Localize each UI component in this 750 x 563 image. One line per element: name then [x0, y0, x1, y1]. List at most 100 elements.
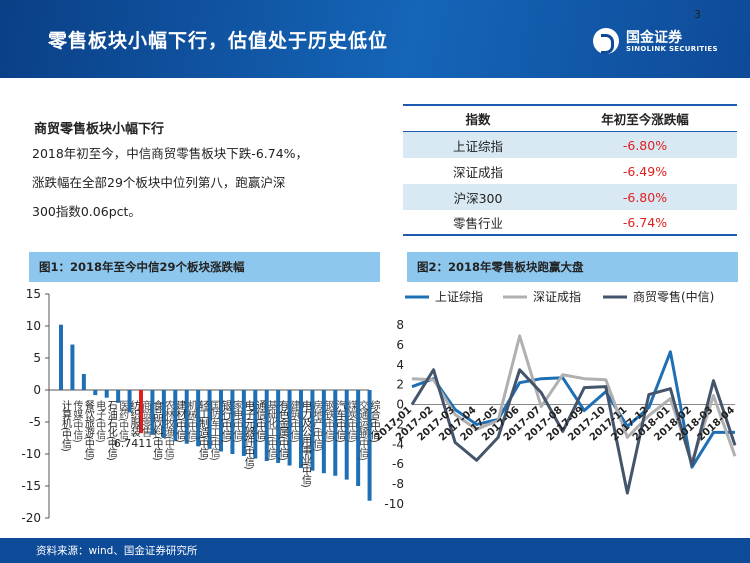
y-tick-label: -2 [392, 417, 404, 431]
bar [150, 390, 155, 435]
table-header-row: 指数 年初至今涨跌幅 [403, 106, 737, 132]
table-row: 上证综指 -6.80% [403, 132, 737, 158]
table-cell-return: -6.80% [622, 137, 668, 153]
bar [139, 390, 143, 434]
sinolink-logo-icon [593, 28, 619, 54]
y-tick-label: -8 [392, 477, 404, 491]
table-cell-return: -6.49% [622, 163, 668, 179]
bar [310, 390, 315, 471]
bar [321, 390, 326, 474]
bar [173, 390, 178, 442]
x-category-label: 有色金属(中信) [277, 399, 289, 461]
index-return-table: 指数 年初至今涨跌幅 上证综指 -6.80% 深证成指 -6.49% 沪深300… [403, 104, 737, 236]
table-cell-index: 深证成指 [452, 164, 503, 180]
bar [219, 390, 223, 452]
x-category-label: 通信(中信) [254, 400, 266, 443]
x-category-label: 石油石化(中信) [105, 400, 117, 461]
bar [59, 324, 63, 390]
table-row: 零售行业 -6.74% [403, 210, 737, 236]
x-category-label: 食品饮料(中信) [151, 399, 163, 461]
bar [230, 390, 235, 454]
y-tick-label: 10 [26, 319, 41, 333]
x-category-label: 电子(中信) [94, 399, 106, 443]
y-tick-label: 0 [33, 383, 41, 397]
bar [344, 390, 349, 480]
page-number: 3 [694, 8, 701, 21]
summary-heading: 商贸零售板块小幅下行 [34, 122, 165, 137]
bar [333, 390, 338, 476]
y-tick-label: 0 [396, 398, 404, 412]
bar [116, 390, 121, 403]
legend-label: 上证综指 [435, 289, 483, 304]
bar [127, 390, 132, 413]
bar [276, 390, 281, 463]
x-category-label: 餐饮旅游(中信) [82, 399, 94, 461]
summary-line: 涨跌幅在全部29个板块中位列第八，跑赢沪深 [32, 175, 286, 190]
bar [104, 390, 109, 398]
x-category-label: 纺织服装 [128, 399, 140, 438]
x-category-label: 房地产(中信) [311, 399, 323, 452]
bar [207, 390, 212, 449]
y-tick-label: -15 [21, 479, 41, 493]
x-category-label: 建材(中信) [174, 399, 186, 443]
index-comparison-line-chart: 上证综指 深证成指 商贸零售(中信)86420-2-4-6-8-102017-012… [373, 289, 738, 511]
footer-bar: 资料来源：wind、国金证券研究所 [0, 538, 750, 563]
legend-label: 深证成指 [533, 289, 581, 304]
y-tick-label: -10 [21, 447, 41, 461]
bar [264, 390, 269, 462]
table-cell-index: 沪深300 [453, 190, 503, 206]
bar [299, 390, 303, 469]
highlight-data-label: -6.7411 [110, 437, 152, 450]
x-category-label: 医药(中信) [117, 400, 129, 443]
bar [356, 390, 361, 486]
y-tick-label: 6 [396, 338, 404, 352]
x-category-label: 传媒(中信) [71, 400, 83, 443]
x-category-label: 家电(中信) [231, 399, 243, 443]
table-cell-index: 零售行业 [452, 215, 503, 231]
y-tick-label: 15 [26, 287, 41, 301]
header-banner: 零售板块小幅下行，估值处于历史低位 国金证券 SINOLINK SECURITI… [0, 0, 750, 78]
bar [196, 390, 201, 447]
y-tick-label: 2 [396, 378, 404, 392]
x-category-label: 机械(中信) [185, 399, 197, 443]
bar [184, 390, 189, 444]
table-cell-index: 上证综指 [452, 138, 503, 154]
x-category-label: 交通运输(中信) [357, 399, 369, 461]
bar [287, 390, 292, 466]
table-cell-return: -6.74% [622, 214, 668, 230]
bar [241, 390, 246, 456]
bar [161, 390, 166, 438]
bar [253, 390, 258, 459]
x-category-label: 商贸零售 [140, 399, 152, 438]
x-category-label: 计算机(中信) [60, 399, 72, 452]
table-cell-return: -6.80% [622, 189, 668, 205]
y-tick-label: 4 [396, 358, 404, 372]
y-tick-label: 8 [396, 318, 404, 332]
series-line [410, 368, 737, 495]
y-tick-label: -4 [392, 437, 404, 451]
x-category-label: 农林牧渔(中信) [162, 399, 174, 461]
y-tick-label: 5 [33, 351, 41, 365]
bar [81, 374, 86, 390]
bar [367, 390, 372, 501]
table-header-index: 指数 [465, 112, 491, 127]
bar [70, 344, 75, 390]
legend-label: 商贸零售(中信) [633, 289, 714, 304]
summary-line: 2018年初至今，中信商贸零售板块下跌-6.74%， [32, 146, 309, 161]
summary-line: 300指数0.06pct。 [32, 204, 141, 219]
y-tick-label: -5 [29, 415, 41, 429]
x-category-label: 基础化工(中信) [265, 399, 277, 461]
x-category-label: 国防军工(中信) [208, 400, 220, 461]
table-row: 沪深300 -6.80% [403, 184, 737, 210]
x-category-label: 煤炭(中信) [345, 399, 357, 443]
x-category-label: 建筑(中信) [288, 399, 300, 443]
bar [93, 390, 98, 396]
y-tick-label: -6 [392, 457, 404, 471]
data-source: 资料来源：wind、国金证券研究所 [36, 545, 198, 557]
logo-text-cn: 国金证券 [626, 30, 682, 46]
x-category-label: 综合(中信) [368, 399, 380, 443]
series-line [411, 350, 735, 469]
x-category-label: 电力及公用事业(中信) [300, 399, 312, 488]
x-category-label: 轻工制造(中信) [197, 399, 209, 461]
